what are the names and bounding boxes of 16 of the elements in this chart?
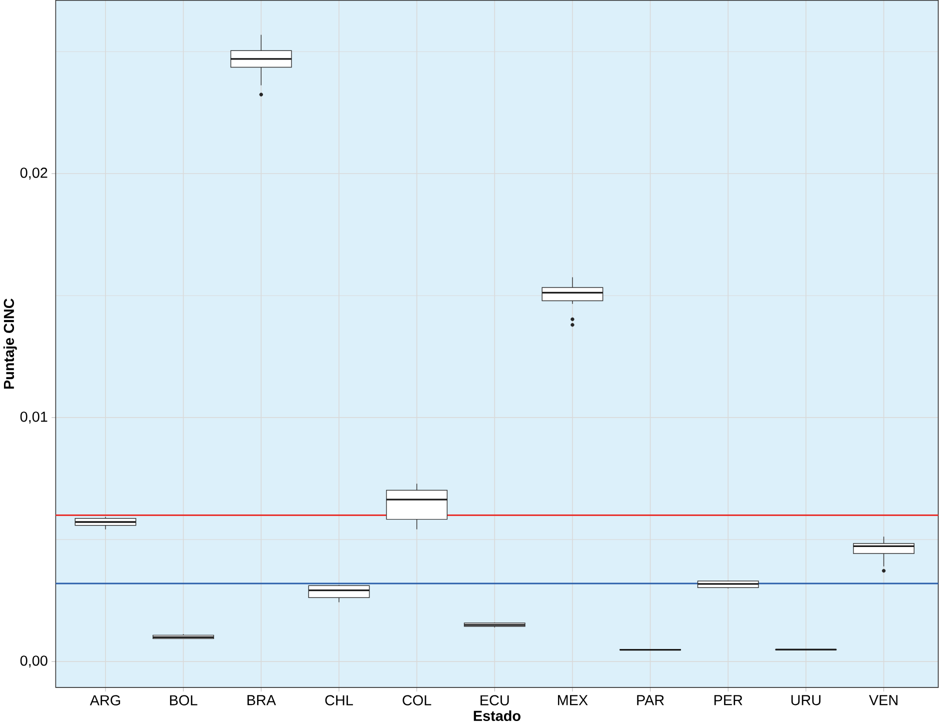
x-tick-label: ECU (480, 694, 509, 706)
y-axis-title: Puntaje CINC (3, 298, 17, 388)
x-tick-label: BOL (170, 694, 198, 706)
x-tick-label: VEN (868, 694, 898, 705)
x-tick-label: PER (714, 694, 742, 705)
x-tick-label: BRA (247, 694, 276, 705)
y-tick-label: 0,00 (20, 655, 48, 668)
x-axis-title: Estado (474, 710, 520, 721)
x-tick-label: ARG (90, 694, 120, 706)
y-tick-label: 0,02 (20, 167, 48, 180)
x-tick-label: PAR (637, 694, 664, 705)
x-tick-label: CHL (325, 694, 353, 706)
x-tick-label: URU (791, 694, 820, 706)
x-tick-label: COL (402, 694, 432, 706)
x-tick-label: MEX (558, 694, 588, 705)
y-tick-label: 0,01 (20, 411, 48, 424)
